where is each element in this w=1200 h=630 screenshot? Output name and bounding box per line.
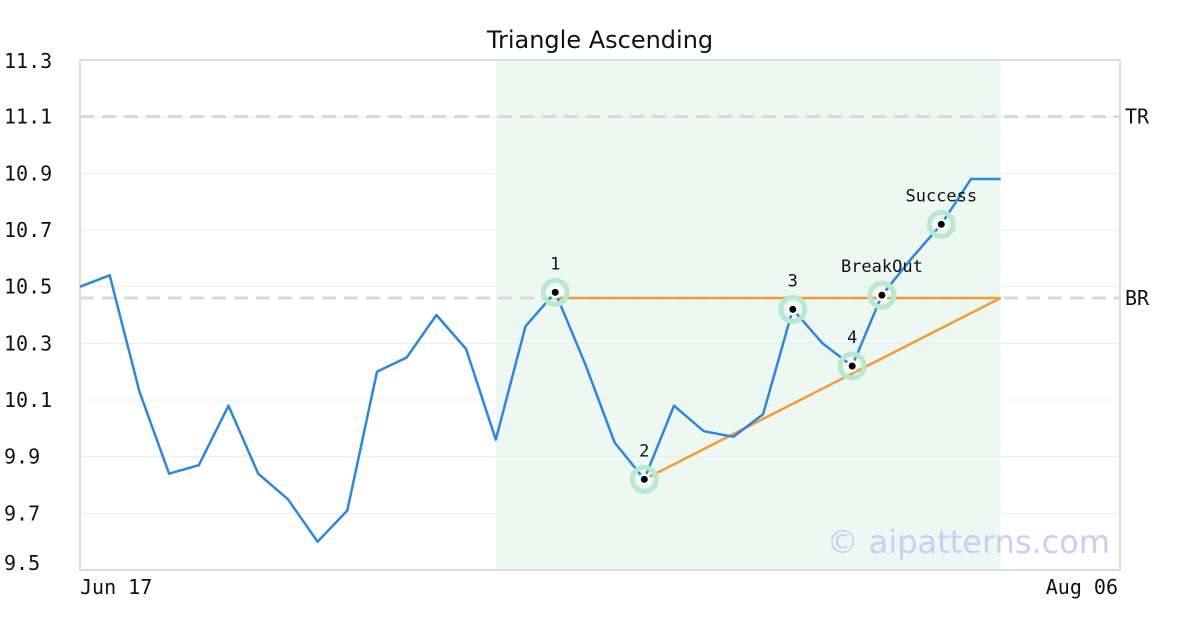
y-tick-label: 9.9 [4, 445, 40, 469]
support-trendline [643, 296, 1002, 481]
marker-halo [867, 280, 897, 310]
marker-dot [878, 291, 886, 299]
y-tick-label: 10.3 [4, 331, 52, 355]
marker-halo [540, 277, 570, 307]
x-tick-start: Jun 17 [80, 575, 152, 599]
reference-label-br: BR [1125, 286, 1150, 310]
pattern-point-3: 3 [778, 271, 808, 324]
marker-dot [551, 288, 559, 296]
chart-title: Triangle Ascending [486, 26, 713, 54]
marker-dot [640, 475, 648, 483]
marker-label: 3 [788, 271, 798, 291]
watermark: © aipatterns.com [827, 523, 1110, 561]
pattern-point-4: 4 [837, 328, 867, 381]
y-tick-label: 9.7 [4, 501, 40, 525]
y-tick-label: 9.5 [4, 551, 40, 575]
marker-label: 4 [847, 328, 857, 348]
marker-dot [848, 362, 856, 370]
marker-label: 1 [550, 254, 560, 274]
x-tick-end: Aug 06 [1046, 575, 1118, 599]
marker-halo [837, 351, 867, 381]
pattern-point-1: 1 [540, 254, 570, 307]
pattern-point-2: 2 [629, 441, 659, 494]
pattern-point-success: Success [905, 186, 977, 239]
marker-label: Success [905, 186, 977, 206]
y-tick-label: 11.3 [4, 49, 52, 73]
y-tick-label: 10.9 [4, 161, 52, 185]
marker-halo [778, 294, 808, 324]
marker-halo [629, 464, 659, 494]
y-tick-label: 10.1 [4, 388, 52, 412]
pattern-region [495, 60, 1001, 570]
marker-label: BreakOut [841, 257, 923, 277]
y-tick-label: 10.7 [4, 218, 52, 242]
y-tick-label: 10.5 [4, 275, 52, 299]
plot-frame [79, 59, 1121, 571]
marker-dot [937, 220, 945, 228]
pattern-point-breakout: BreakOut [841, 257, 923, 310]
y-tick-label: 11.1 [4, 105, 52, 129]
marker-dot [789, 305, 797, 313]
marker-label: 2 [639, 441, 649, 461]
marker-halo [926, 209, 956, 239]
reference-label-tr: TR [1125, 105, 1150, 129]
price-line [79, 177, 1001, 543]
